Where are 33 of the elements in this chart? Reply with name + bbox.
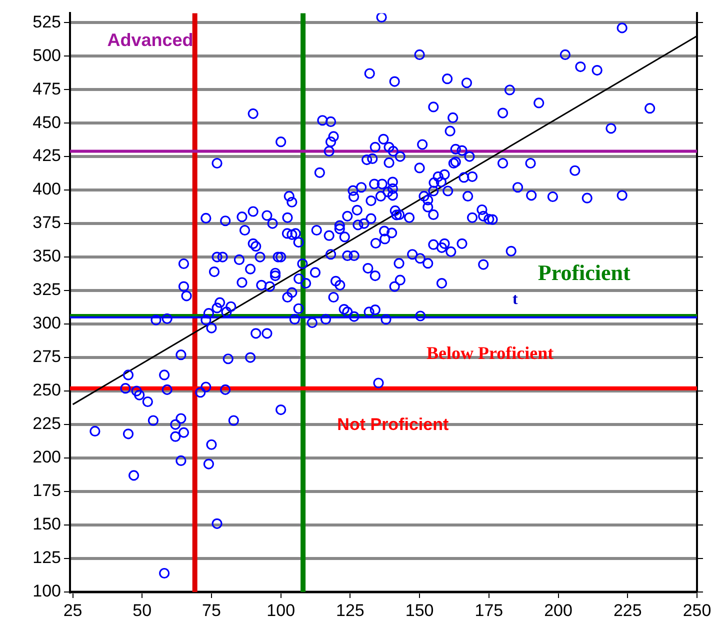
y-tick-label: 300 (32, 314, 61, 333)
annotation: t (512, 290, 519, 308)
x-tick-label: 50 (132, 600, 152, 620)
y-tick-label: 100 (32, 582, 61, 601)
y-tick-label: 450 (32, 112, 61, 132)
y-tick-label: 200 (32, 448, 61, 467)
annotation: Below Proficient (426, 342, 554, 363)
y-tick-label: 500 (32, 46, 61, 65)
y-tick-label: 325 (32, 280, 61, 300)
x-tick-label: 225 (613, 600, 642, 620)
y-tick-label: 350 (32, 246, 61, 266)
y-tick-label: 275 (32, 347, 61, 366)
y-tick-label: 375 (32, 213, 61, 232)
y-tick-label: 250 (32, 380, 61, 400)
y-tick-label: 125 (32, 548, 61, 568)
annotation: Advanced (107, 30, 194, 50)
annotation: Not Proficient (337, 414, 449, 434)
annotation: Proficient (538, 260, 632, 285)
x-tick-label: 200 (544, 600, 572, 620)
y-tick-label: 425 (32, 146, 61, 166)
y-tick-label: 525 (32, 12, 61, 32)
y-tick-label: 225 (32, 414, 61, 434)
x-tick-label: 150 (405, 600, 434, 620)
y-tick-label: 475 (32, 79, 61, 98)
x-tick-label: 175 (474, 600, 504, 620)
x-tick-label: 125 (336, 600, 364, 620)
y-tick-label: 150 (32, 514, 61, 534)
x-tick-label: 75 (202, 600, 221, 620)
y-tick-label: 400 (32, 180, 61, 199)
x-tick-label: 250 (682, 600, 712, 620)
x-tick-label: 100 (266, 600, 296, 620)
y-tick-label: 175 (32, 481, 61, 500)
x-tick-label: 25 (63, 600, 82, 620)
